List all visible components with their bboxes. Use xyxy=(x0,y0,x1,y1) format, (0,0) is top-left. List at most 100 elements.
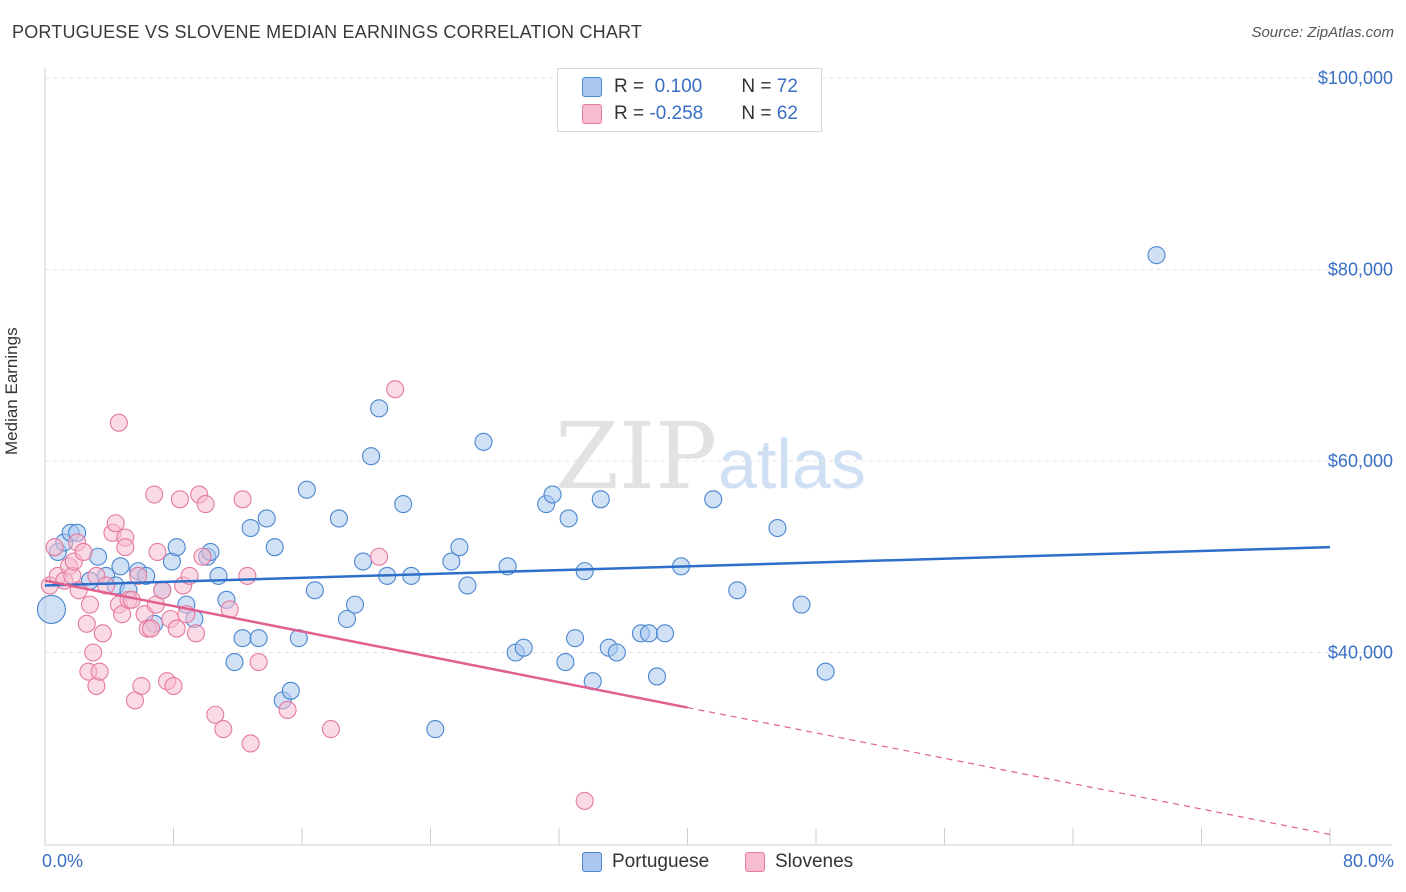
watermark-zip: ZIP xyxy=(555,403,717,510)
slovenes-point xyxy=(129,566,148,585)
slovenes-point xyxy=(370,547,389,566)
slovenes-point xyxy=(214,720,233,739)
slovenes-point xyxy=(321,720,340,739)
slovenes-point xyxy=(84,643,103,662)
portuguese-point xyxy=(474,432,493,451)
slovenes-point xyxy=(170,490,189,509)
legend-r-value: -0.258 xyxy=(649,103,704,124)
portuguese-point xyxy=(639,624,659,643)
portuguese-point xyxy=(353,552,373,571)
portuguese-point xyxy=(111,557,130,576)
chart-title: PORTUGUESE VS SLOVENE MEDIAN EARNINGS CO… xyxy=(12,22,643,42)
slovenes-point xyxy=(575,791,594,810)
x-axis-min-label: 0.0% xyxy=(42,851,84,871)
y-tick-label: $60,000 xyxy=(1328,451,1393,471)
portuguese-point xyxy=(816,662,835,681)
slovenes-swatch-icon xyxy=(582,104,602,124)
legend: R = 0.100 N = 72 R = -0.258 N = 62 xyxy=(557,68,822,132)
slovenes-point xyxy=(116,538,135,557)
portuguese-point xyxy=(1147,246,1166,265)
slovenes-point xyxy=(164,676,183,696)
x-axis-max-label: 80.0% xyxy=(1342,851,1394,871)
portuguese-point xyxy=(370,399,389,418)
portuguese-point xyxy=(345,595,365,614)
slovenes-point xyxy=(249,653,268,672)
portuguese-point xyxy=(559,509,578,528)
portuguese-point xyxy=(241,518,260,538)
portuguese-point xyxy=(543,485,562,504)
portuguese-point xyxy=(607,643,626,662)
y-tick-label: $100,000 xyxy=(1318,68,1393,88)
y-tick-label: $80,000 xyxy=(1328,260,1393,280)
slovenes-point xyxy=(186,624,206,643)
portuguese-point xyxy=(209,566,228,585)
slovenes-point xyxy=(238,566,257,585)
portuguese-point xyxy=(575,562,594,581)
portuguese-point xyxy=(225,653,244,672)
legend-r-value: 0.100 xyxy=(649,76,703,97)
portuguese-legend-icon xyxy=(582,852,602,872)
portuguese-point xyxy=(329,509,348,528)
legend-n-value: 72 xyxy=(776,76,798,97)
source-credit: Source: ZipAtlas.com xyxy=(1251,24,1394,41)
legend-n-value: 62 xyxy=(776,103,798,124)
slovenes-point xyxy=(196,495,215,514)
portuguese-point xyxy=(556,653,575,672)
trend-line-portuguese xyxy=(44,545,1331,587)
portuguese-point xyxy=(337,609,357,629)
portuguese-point xyxy=(655,624,675,643)
portuguese-point xyxy=(394,495,413,514)
trend-line-extension-slovenes xyxy=(687,706,1331,836)
slovenes-point xyxy=(106,514,125,533)
watermark-atlas: atlas xyxy=(718,425,866,503)
slovenes-point xyxy=(206,705,225,724)
portuguese-point xyxy=(233,629,252,648)
portuguese-point xyxy=(305,581,324,600)
portuguese-point xyxy=(768,518,787,538)
slovenes-point xyxy=(77,614,96,633)
trend-line-slovenes xyxy=(44,579,688,709)
slovenes-point xyxy=(153,581,172,600)
legend-row-portuguese: R = 0.100 N = 72 xyxy=(582,75,798,99)
slovenes-point xyxy=(167,619,186,638)
slovenes-point xyxy=(80,595,100,614)
legend-r-label: R = xyxy=(614,103,650,124)
portuguese-point xyxy=(36,594,66,624)
slovenes-point xyxy=(109,413,128,432)
portuguese-point xyxy=(167,538,186,557)
slovenes-point xyxy=(233,490,252,509)
slovenes-point xyxy=(45,538,64,557)
legend-row-slovenes: R = -0.258 N = 62 xyxy=(582,102,798,126)
slovenes-point xyxy=(93,624,112,643)
portuguese-point xyxy=(281,681,300,700)
bottom-legend-portuguese: Portuguese xyxy=(582,851,709,873)
legend-r-label: R = xyxy=(614,76,650,97)
portuguese-point xyxy=(442,552,461,571)
portuguese-point xyxy=(514,638,533,657)
portuguese-point xyxy=(426,720,445,739)
slovenes-point xyxy=(278,700,297,720)
slovenes-point xyxy=(193,547,212,566)
legend-n-label: N = xyxy=(741,103,777,124)
portuguese-point xyxy=(704,490,723,509)
portuguese-point xyxy=(450,538,469,557)
slovenes-point xyxy=(141,619,161,638)
slovenes-legend-icon xyxy=(745,852,765,872)
portuguese-point xyxy=(297,480,316,499)
portuguese-point xyxy=(566,629,585,648)
slovenes-point xyxy=(148,542,167,562)
slovenes-point xyxy=(132,676,151,696)
slovenes-point xyxy=(241,734,260,753)
y-tick-label: $40,000 xyxy=(1328,643,1393,663)
slovenes-point xyxy=(145,485,164,504)
legend-n-label: N = xyxy=(741,76,777,97)
portuguese-point xyxy=(249,629,268,648)
portuguese-point xyxy=(458,576,477,595)
portuguese-point xyxy=(728,581,747,600)
bottom-legend-slovenes: Slovenes xyxy=(745,851,853,873)
portuguese-point xyxy=(591,490,610,509)
portuguese-swatch-icon xyxy=(582,77,602,97)
slovenes-point xyxy=(74,542,93,562)
portuguese-point xyxy=(792,595,811,614)
